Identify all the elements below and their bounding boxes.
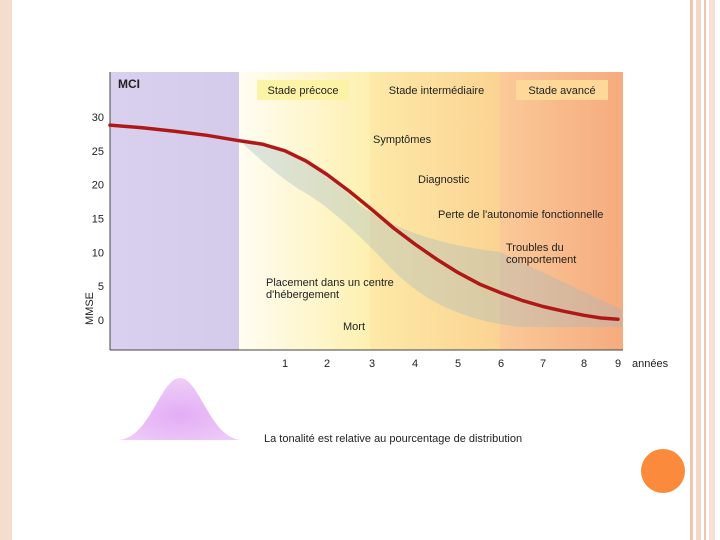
- variability-band: [239, 138, 622, 327]
- region-4: [500, 72, 623, 350]
- y-axis-label: MMSE: [84, 292, 96, 325]
- stage-label-bg-3: [516, 80, 608, 100]
- y-tick-25: 25: [92, 146, 104, 158]
- event-label-1: Symptômes: [373, 134, 432, 146]
- stage-label-1: Stade précoce: [268, 85, 339, 97]
- legend: La tonalité est relative au pourcentage …: [115, 378, 522, 445]
- event-label-5: Placement dans un centre: [266, 277, 394, 289]
- slide-right-border: [688, 0, 720, 540]
- stage-label-2: Stade intermédiaire: [389, 85, 484, 97]
- event-label-4-line2: comportement: [506, 254, 576, 266]
- x-tick-9: 9: [615, 358, 621, 370]
- legend-text: La tonalité est relative au pourcentage …: [264, 433, 522, 445]
- y-tick-20: 20: [92, 180, 104, 192]
- region-3: [370, 72, 500, 350]
- x-axis-label: années: [632, 358, 669, 370]
- event-label-6: Mort: [343, 321, 365, 333]
- x-tick-3: 3: [369, 358, 375, 370]
- x-tick-7: 7: [540, 358, 546, 370]
- region-1: [110, 72, 239, 350]
- event-label-3: Perte de l'autonomie fonctionnelle: [438, 209, 603, 221]
- slide-left-border: [0, 0, 12, 540]
- x-tick-8: 8: [581, 358, 587, 370]
- x-tick-6: 6: [498, 358, 504, 370]
- x-tick-1: 1: [282, 358, 288, 370]
- region-2: [239, 72, 370, 350]
- y-tick-30: 30: [92, 112, 104, 124]
- y-tick-5: 5: [98, 281, 104, 293]
- event-label-5-line2: d'hébergement: [266, 289, 339, 301]
- stage-label-3: Stade avancé: [528, 85, 595, 97]
- region-label-mci: MCI: [118, 77, 140, 91]
- y-tick-10: 10: [92, 247, 104, 259]
- event-label-4: Troubles du: [506, 242, 564, 254]
- x-tick-5: 5: [455, 358, 461, 370]
- stage-label-bg-1: [257, 80, 349, 100]
- orange-dot-decoration: [641, 449, 685, 493]
- mmse-curve: [108, 123, 620, 322]
- x-tick-2: 2: [324, 358, 330, 370]
- y-tick-0: 0: [98, 315, 104, 327]
- legend-bell-shape: [117, 378, 243, 440]
- y-tick-15: 15: [92, 214, 104, 226]
- event-label-2: Diagnostic: [418, 174, 470, 186]
- x-tick-4: 4: [412, 358, 418, 370]
